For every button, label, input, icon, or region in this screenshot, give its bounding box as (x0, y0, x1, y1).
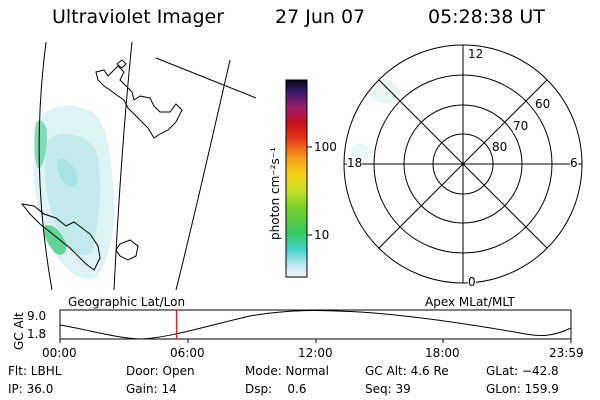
time-tick-2359: 23:59 (549, 346, 584, 360)
dsp-status: Dsp: 0.6 (245, 382, 307, 396)
apex-caption: Apex MLat/MLT (425, 295, 515, 309)
date-label: 27 Jun 07 (275, 6, 366, 28)
time-tick-1200: 12:00 (298, 346, 333, 360)
mode-status: Mode: Normal (245, 364, 329, 378)
time-tick-0000: 00:00 (42, 346, 77, 360)
mlt-label-6: 6 (570, 156, 578, 170)
mlt-label-12: 12 (468, 47, 484, 61)
ip-status: IP: 36.0 (8, 382, 54, 396)
seq-status: Seq: 39 (365, 382, 411, 396)
polar-aurora-region (366, 79, 400, 104)
door-status: Door: Open (126, 364, 195, 378)
colorbar-tick-10: 10 (314, 228, 330, 242)
lat-label-80: 80 (492, 140, 508, 154)
geographic-caption: Geographic Lat/Lon (68, 295, 186, 309)
south-island-coast (20, 203, 101, 271)
time-label: 05:28:38 UT (428, 6, 545, 28)
lat-label-60: 60 (535, 97, 551, 111)
small-island (115, 239, 139, 261)
gc-alt-axis-title: GC Alt (12, 312, 26, 350)
gc-alt-status: GC Alt: 4.6 Re (365, 364, 449, 378)
altitude-curve (59, 310, 572, 340)
chatham-island (116, 59, 127, 69)
instrument-title: Ultraviolet Imager (52, 6, 225, 28)
gc-alt-min: 1.8 (27, 327, 47, 341)
colorbar-tick-100: 100 (314, 140, 337, 154)
gain-status: Gain: 14 (126, 382, 177, 396)
time-tick-1800: 18:00 (425, 346, 460, 360)
mlt-label-18: 18 (347, 156, 363, 170)
glat-status: GLat: −42.8 (486, 364, 559, 378)
mlt-label-0: 0 (468, 275, 476, 289)
lat-label-70: 70 (513, 119, 529, 133)
gc-alt-max: 9.0 (27, 309, 47, 323)
north-island-coast (95, 65, 183, 139)
time-tick-0600: 06:00 (170, 346, 205, 360)
filter-status: Flt: LBHL (8, 364, 62, 378)
glon-status: GLon: 159.9 (486, 382, 559, 396)
